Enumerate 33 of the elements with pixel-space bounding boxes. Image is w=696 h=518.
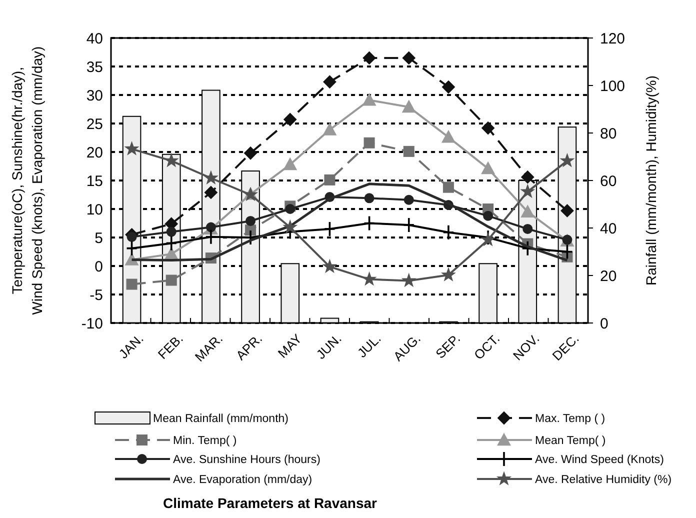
- y2-tick-label: 100: [600, 78, 626, 95]
- x-tick-label: SEP.: [432, 330, 464, 362]
- y-tick-label: 25: [86, 116, 103, 133]
- y2-tick-label: 0: [600, 315, 608, 332]
- y-tick-label: 20: [86, 144, 103, 162]
- y-tick-label: 0: [94, 258, 103, 276]
- y-tick-label: -10: [81, 315, 103, 332]
- legend-label: Ave. Relative Humidity (%): [535, 474, 672, 486]
- y-tick-label: 35: [86, 58, 103, 76]
- y2-tick-label: 40: [600, 220, 617, 238]
- y-tick-label: 15: [86, 172, 103, 190]
- y2-tick-label: 80: [600, 125, 617, 142]
- legend-label: Max. Temp ( ): [535, 413, 606, 426]
- x-tick-label: JUL.: [354, 330, 384, 360]
- legend-label: Min. Temp( ): [173, 435, 237, 448]
- legend-label: Mean Rainfall (mm/month): [153, 413, 289, 426]
- y-tick-label: 30: [86, 87, 103, 104]
- y-tick-label: 5: [94, 230, 103, 247]
- y2-tick-label: 60: [600, 172, 617, 190]
- x-tick-label: JAN.: [116, 330, 146, 362]
- text: Climate Parameters at Ravansar: [162, 495, 378, 511]
- x-tick-label: FEB.: [154, 330, 186, 362]
- legend-label: Ave. Wind Speed (Knots): [535, 454, 664, 466]
- y-axis-title: Temperature(oC), Sunshine(hr./day), Wind Speed (knots), Evaporation (mm/day): [9, 46, 45, 315]
- y-tick-label: 40: [86, 30, 103, 48]
- legend-label: Mean Temp( ): [535, 435, 606, 448]
- y-tick-label: -5: [90, 286, 103, 304]
- legend-label: Ave. Evaporation (mm/day): [173, 474, 312, 486]
- legend-label: Ave. Sunshine Hours (hours): [173, 454, 321, 466]
- y2-tick-label: 20: [600, 268, 617, 285]
- y2-tick-label: 120: [600, 30, 626, 48]
- y-tick-label: 10: [86, 201, 103, 218]
- y2-axis-title: Rainfall (mm/month), Humidity(%): [643, 75, 659, 286]
